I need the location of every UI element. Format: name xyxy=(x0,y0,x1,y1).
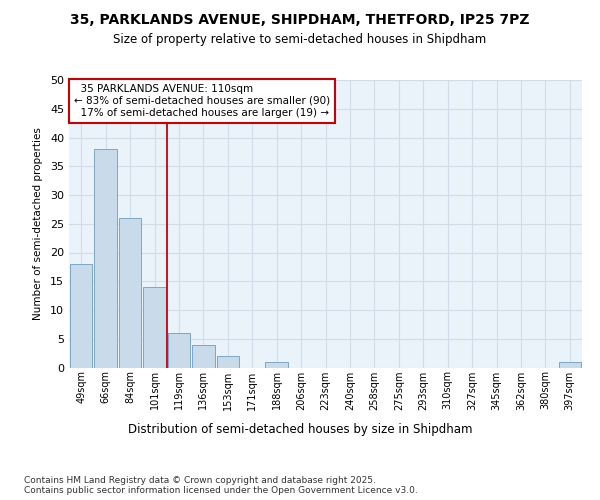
Bar xyxy=(192,344,215,368)
Text: 35, PARKLANDS AVENUE, SHIPDHAM, THETFORD, IP25 7PZ: 35, PARKLANDS AVENUE, SHIPDHAM, THETFORD… xyxy=(70,12,530,26)
Bar xyxy=(217,356,239,368)
Bar xyxy=(167,333,190,368)
Text: Distribution of semi-detached houses by size in Shipdham: Distribution of semi-detached houses by … xyxy=(128,422,472,436)
Text: 35 PARKLANDS AVENUE: 110sqm
← 83% of semi-detached houses are smaller (90)
  17%: 35 PARKLANDS AVENUE: 110sqm ← 83% of sem… xyxy=(74,84,330,117)
Text: Contains HM Land Registry data © Crown copyright and database right 2025.
Contai: Contains HM Land Registry data © Crown c… xyxy=(24,476,418,495)
Bar xyxy=(265,362,288,368)
Bar xyxy=(94,149,117,368)
Bar xyxy=(70,264,92,368)
Y-axis label: Number of semi-detached properties: Number of semi-detached properties xyxy=(33,128,43,320)
Bar xyxy=(143,287,166,368)
Bar xyxy=(559,362,581,368)
Bar xyxy=(119,218,142,368)
Text: Size of property relative to semi-detached houses in Shipdham: Size of property relative to semi-detach… xyxy=(113,32,487,46)
